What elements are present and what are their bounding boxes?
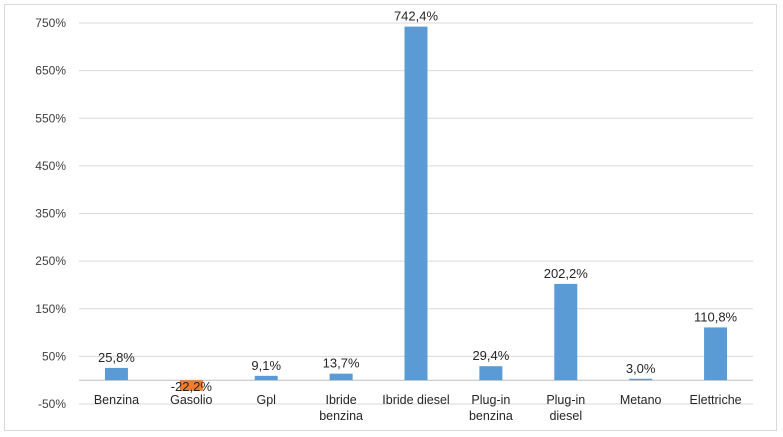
data-label: 25,8% xyxy=(98,350,135,365)
bar xyxy=(254,375,278,381)
data-label: -22,2% xyxy=(171,379,213,394)
x-category-label: Ibride diesel xyxy=(382,393,449,407)
data-label: 202,2% xyxy=(544,266,589,281)
x-category-label: Metano xyxy=(620,393,662,407)
y-tick-label: 550% xyxy=(35,111,66,125)
data-label: 13,7% xyxy=(323,356,360,371)
data-label: 110,8% xyxy=(694,309,738,324)
y-tick-label: 150% xyxy=(35,302,66,316)
bar xyxy=(329,373,353,381)
y-tick-label: 350% xyxy=(35,207,66,221)
y-tick-label: 650% xyxy=(35,64,66,78)
bar xyxy=(629,378,653,381)
data-label: 742,4% xyxy=(394,9,439,24)
x-category-label: Gpl xyxy=(256,393,275,407)
x-category-label: benzina xyxy=(319,409,363,423)
x-category-label: Elettriche xyxy=(690,393,742,407)
y-tick-label: -50% xyxy=(38,397,66,411)
bar xyxy=(404,26,428,381)
bar xyxy=(179,380,203,391)
data-label: 9,1% xyxy=(251,358,281,373)
x-category-label: Benzina xyxy=(94,393,139,407)
x-category-label: Ibride xyxy=(325,393,356,407)
data-label: 3,0% xyxy=(626,361,656,376)
y-tick-label: 50% xyxy=(42,349,66,363)
x-category-label: Gasolio xyxy=(170,393,212,407)
data-label: 29,4% xyxy=(472,348,509,363)
x-category-label: Plug-in xyxy=(471,393,510,407)
y-tick-label: 450% xyxy=(35,159,66,173)
bar xyxy=(104,367,128,381)
y-tick-label: 750% xyxy=(35,16,66,30)
x-category-label: benzina xyxy=(469,409,513,423)
y-tick-label: 250% xyxy=(35,254,66,268)
bar xyxy=(704,327,728,381)
x-category-label: diesel xyxy=(549,409,582,423)
bar xyxy=(479,366,503,381)
x-category-label: Plug-in xyxy=(546,393,585,407)
bar xyxy=(554,283,578,381)
chart-frame xyxy=(4,4,777,431)
